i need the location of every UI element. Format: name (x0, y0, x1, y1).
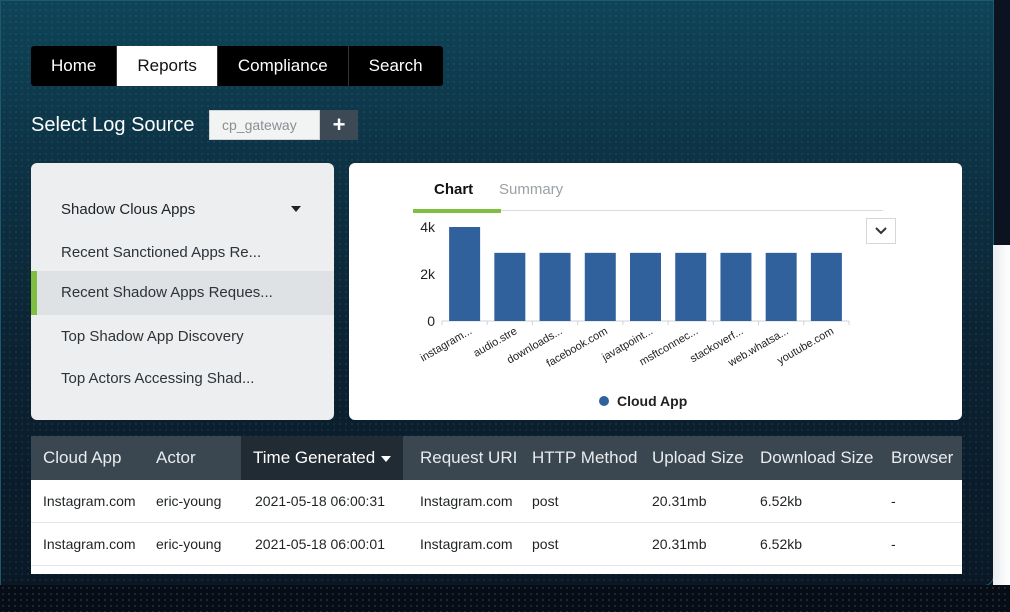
report-sidebar: Shadow Clous Apps Recent Sanctioned Apps… (31, 163, 334, 420)
nav-compliance[interactable]: Compliance (218, 46, 349, 86)
sidebar-item-recent-shadow[interactable]: Recent Shadow Apps Reques... (31, 271, 334, 315)
tab-divider (413, 210, 883, 211)
tab-chart[interactable]: Chart (434, 181, 474, 198)
sidebar-item-recent-sanctioned[interactable]: Recent Sanctioned Apps Re... (61, 244, 262, 261)
table-row[interactable]: Instagram.com eric-young 2021-05-18 06:0… (31, 480, 962, 523)
main-nav: Home Reports Compliance Search (31, 46, 443, 86)
results-table: Cloud App Actor Time Generated Request U… (31, 436, 962, 574)
bar (584, 252, 616, 321)
plus-icon: + (332, 112, 346, 137)
bar (630, 252, 661, 321)
cell-browser: - (891, 493, 896, 509)
col-upload-size[interactable]: Upload Size (652, 448, 744, 467)
add-log-source-button[interactable]: + (320, 110, 358, 140)
cell-actor: eric-young (156, 493, 222, 509)
cell-http-method: post (532, 493, 559, 509)
chart-panel: Chart Summary 0 2k 4k instagram... audio.str… (349, 163, 962, 420)
x-tick-label: instagram... (418, 325, 474, 364)
cell-browser: - (891, 536, 896, 552)
cell-actor: eric-young (156, 536, 222, 552)
chevron-down-icon (875, 227, 887, 235)
active-tab-indicator (413, 209, 501, 213)
sidebar-item-top-actors[interactable]: Top Actors Accessing Shad... (61, 370, 255, 387)
cell-cloud-app: Instagram.com (43, 493, 136, 509)
bar (810, 252, 842, 321)
bar (449, 227, 481, 321)
cell-time-generated: 2021-05-18 06:00:01 (255, 536, 385, 552)
sidebar-item-top-shadow-discovery[interactable]: Top Shadow App Discovery (61, 328, 244, 345)
y-tick-label: 2k (420, 266, 436, 282)
cell-request-uri: Instagram.com (420, 536, 513, 552)
cell-cloud-app: Instagram.com (43, 536, 136, 552)
nav-search[interactable]: Search (368, 56, 423, 75)
bar (494, 252, 526, 321)
bar (720, 252, 752, 321)
app-window: Home Reports Compliance Search Select Lo… (0, 0, 994, 586)
caret-down-icon (291, 206, 301, 212)
report-category-dropdown[interactable]: Shadow Clous Apps (61, 201, 301, 218)
chart-options-button[interactable] (866, 218, 896, 244)
y-tick-label: 4k (420, 219, 436, 235)
cell-time-generated: 2021-05-18 06:00:31 (255, 493, 385, 509)
legend-label: Cloud App (617, 393, 687, 409)
bar (675, 252, 707, 321)
col-download-size[interactable]: Download Size (760, 448, 874, 467)
col-request-uri[interactable]: Request URI (420, 448, 518, 467)
report-category-label: Shadow Clous Apps (61, 201, 196, 218)
bar (765, 252, 797, 321)
y-tick-label: 0 (427, 313, 435, 329)
bar (539, 252, 571, 321)
background-footer (0, 585, 1010, 612)
col-actor[interactable]: Actor (156, 448, 196, 467)
table-header: Cloud App Actor Time Generated Request U… (31, 436, 962, 480)
nav-home[interactable]: Home (31, 46, 118, 86)
bar-chart: 02k4kinstagram...audio.stredownloads...f… (418, 219, 850, 409)
sort-desc-icon (381, 455, 392, 462)
col-cloud-app[interactable]: Cloud App (43, 448, 122, 467)
cell-upload-size: 20.31mb (652, 493, 707, 509)
col-browser[interactable]: Browser (891, 448, 954, 467)
cell-download-size: 6.52kb (760, 536, 803, 552)
tab-summary[interactable]: Summary (499, 181, 564, 198)
table-row[interactable]: Instagram.com eric-young 2021-05-18 06:0… (31, 523, 962, 566)
log-source-input[interactable]: cp_gateway (209, 110, 320, 140)
cell-download-size: 6.52kb (760, 493, 803, 509)
log-source-label: Select Log Source (31, 114, 195, 136)
col-time-generated[interactable]: Time Generated (241, 436, 403, 480)
col-http-method[interactable]: HTTP Method (532, 448, 638, 467)
nav-reports[interactable]: Reports (117, 46, 218, 86)
col-time-generated-label: Time Generated (253, 448, 376, 467)
legend-marker (599, 396, 609, 406)
cell-http-method: post (532, 536, 559, 552)
cell-upload-size: 20.31mb (652, 536, 707, 552)
cell-request-uri: Instagram.com (420, 493, 513, 509)
background-strip (993, 245, 1010, 612)
